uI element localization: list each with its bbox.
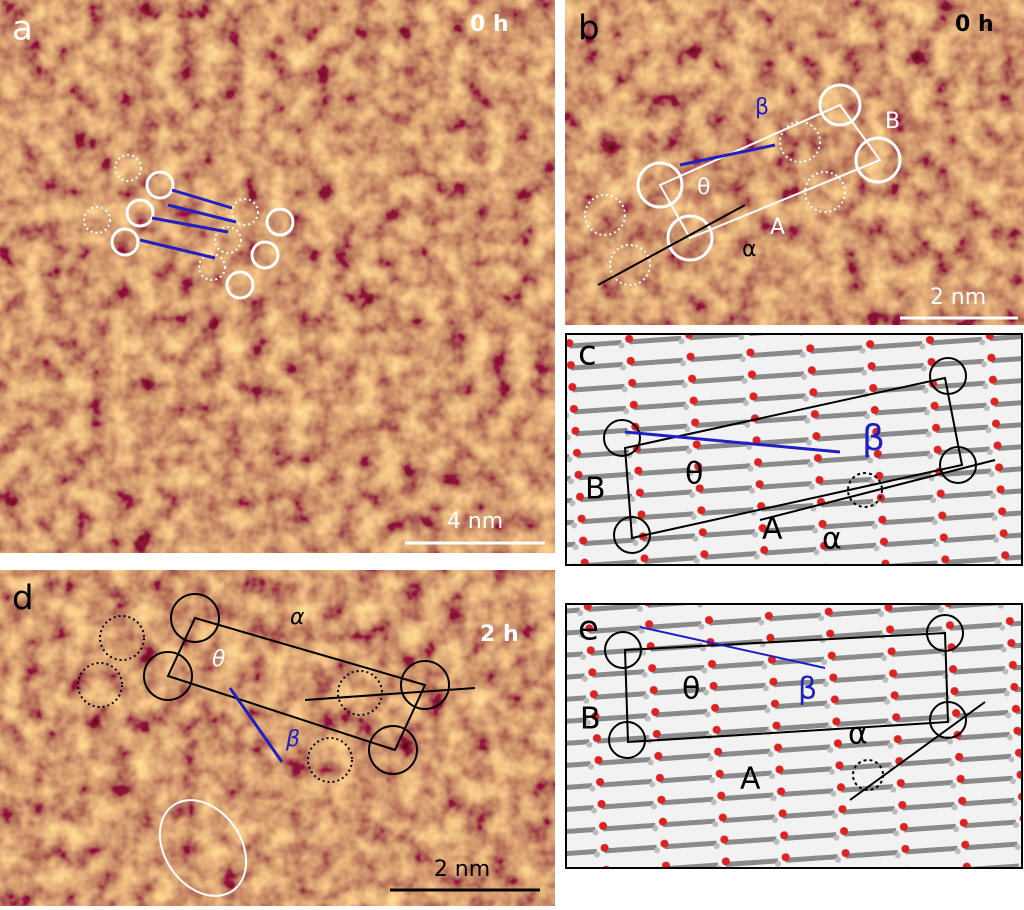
symbol: β bbox=[285, 727, 300, 752]
symbol: α bbox=[848, 717, 868, 752]
scale-label: 4 nm bbox=[447, 509, 503, 534]
panel-d: d 2 h θ α β 2 nm bbox=[0, 570, 555, 906]
symbol: B bbox=[585, 472, 606, 507]
symbol: B bbox=[580, 702, 601, 737]
scale-label: 2 nm bbox=[434, 857, 490, 882]
symbol: B bbox=[885, 109, 900, 134]
time: 2 h bbox=[480, 622, 519, 647]
time: 0 h bbox=[470, 12, 509, 37]
symbol: θ bbox=[685, 457, 703, 492]
panel-label: a bbox=[12, 9, 33, 49]
panel-c: c β θ α A B bbox=[565, 333, 1023, 566]
symbol: α bbox=[290, 605, 305, 630]
panel-label: d bbox=[12, 579, 34, 619]
symbol: θ bbox=[212, 647, 226, 672]
symbol: θ bbox=[697, 175, 710, 200]
panel-b: b 0 h β θ α A B 2 nm bbox=[565, 0, 1024, 325]
symbol: β bbox=[798, 672, 817, 707]
panel-e: e β θ α A B bbox=[565, 603, 1023, 869]
symbol: β bbox=[862, 418, 885, 459]
symbol: α bbox=[822, 522, 842, 557]
symbol: β bbox=[755, 95, 769, 120]
symbol: A bbox=[770, 215, 785, 240]
panel-label: e bbox=[578, 609, 599, 649]
symbol: θ bbox=[682, 672, 700, 707]
symbol: A bbox=[762, 512, 783, 547]
scale-label: 2 nm bbox=[930, 285, 986, 310]
panel-label: c bbox=[578, 334, 597, 374]
symbol: α bbox=[742, 237, 757, 262]
symbol: A bbox=[740, 762, 761, 797]
panel-a: a 0 h 4 nm bbox=[0, 0, 555, 553]
time: 0 h bbox=[955, 12, 994, 37]
panel-label: b bbox=[578, 9, 600, 49]
